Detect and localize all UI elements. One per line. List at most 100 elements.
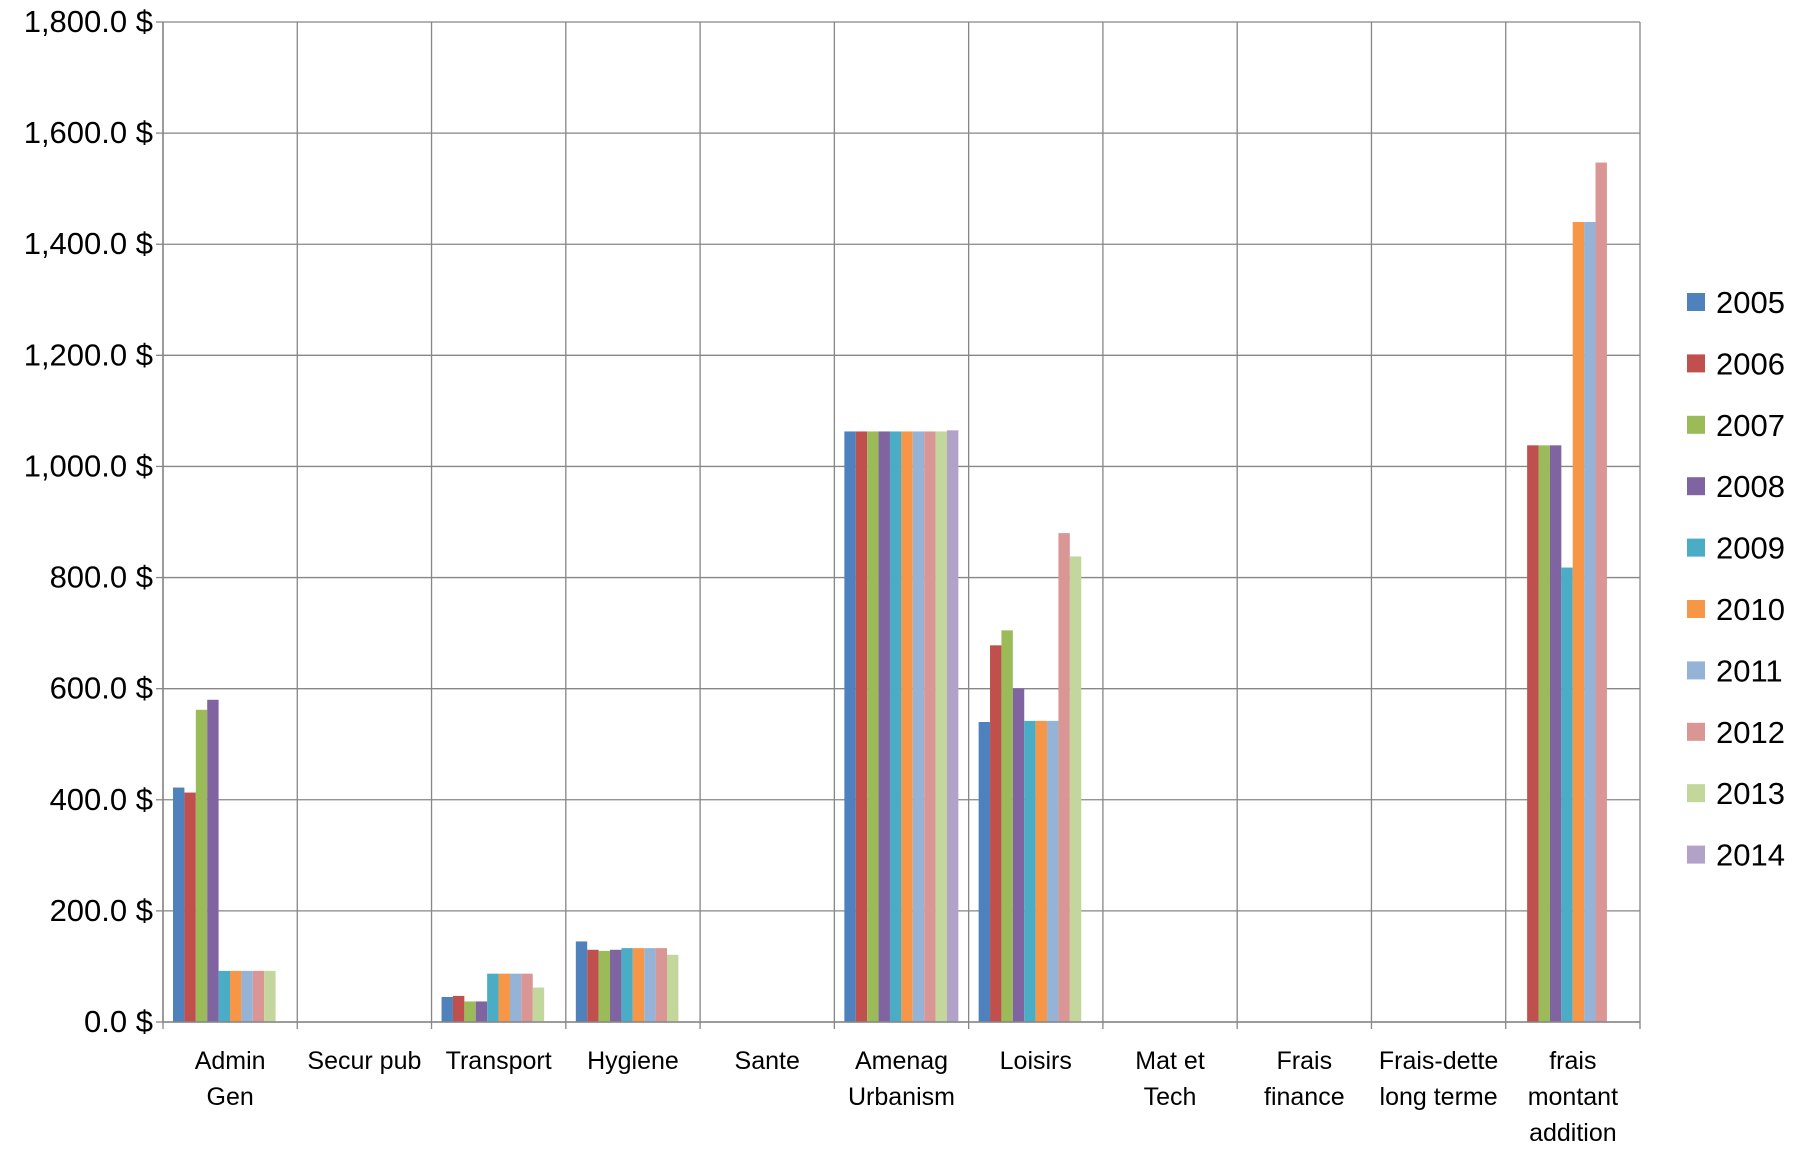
bar-2008 xyxy=(610,949,622,1022)
legend-swatch xyxy=(1687,477,1705,496)
legend-label: 2008 xyxy=(1716,469,1785,504)
bar-2014 xyxy=(946,430,959,1022)
bar-2005 xyxy=(575,941,588,1022)
bar-2005 xyxy=(441,997,453,1022)
legend-label: 2007 xyxy=(1716,408,1785,443)
x-tick-label: montant xyxy=(1528,1083,1618,1111)
bar-2012 xyxy=(521,973,533,1022)
legend-swatch xyxy=(1687,415,1705,434)
legend-swatch xyxy=(1687,784,1705,803)
bar-2005 xyxy=(844,431,856,1022)
y-axis-ticks: 0.0 $ 200.0 $ 400.0 $ 600.0 $ 800.0 $ 1,000.0… xyxy=(24,4,153,1039)
y-tick-label: 1,000.0 $ xyxy=(24,448,153,483)
bar-2008 xyxy=(878,431,890,1022)
legend-swatch xyxy=(1687,293,1705,311)
legend-label: 2009 xyxy=(1716,531,1785,566)
y-tick-label: 200.0 $ xyxy=(50,893,153,928)
bar-2011 xyxy=(241,970,253,1022)
bar-2008 xyxy=(475,1001,488,1022)
x-tick-label: Loisirs xyxy=(1000,1047,1072,1075)
bar-2007 xyxy=(598,950,611,1022)
x-tick-label: Hygiene xyxy=(587,1047,679,1075)
bar-2013 xyxy=(1069,556,1082,1022)
legend-label: 2011 xyxy=(1716,653,1783,688)
x-tick-label: Admin xyxy=(195,1047,266,1075)
legend-label: 2005 xyxy=(1716,285,1785,320)
x-tick-label: Secur pub xyxy=(307,1047,421,1075)
x-tick-label: Tech xyxy=(1144,1083,1197,1111)
bar-2006 xyxy=(184,792,196,1022)
legend: 2005 2006 2007 2008 2009 2010 2011 2012 2013 2014 xyxy=(1687,285,1785,873)
bar-2007 xyxy=(195,709,208,1022)
bar-2009 xyxy=(889,431,902,1022)
bar-2006 xyxy=(990,645,1002,1022)
x-tick-label: finance xyxy=(1264,1083,1345,1111)
bar-2013 xyxy=(264,970,276,1022)
x-tick-label: frais xyxy=(1549,1047,1596,1075)
axis-layer xyxy=(156,21,1641,1029)
y-tick-label: 800.0 $ xyxy=(50,560,153,595)
x-tick-label: Amenag xyxy=(855,1047,948,1075)
bar-2012 xyxy=(1058,533,1070,1022)
y-tick-label: 400.0 $ xyxy=(50,782,153,817)
bar-2007 xyxy=(1001,630,1013,1022)
legend-swatch xyxy=(1687,600,1705,618)
x-tick-label: Frais-dette xyxy=(1379,1047,1498,1075)
x-tick-label: addition xyxy=(1529,1119,1617,1147)
bar-2011 xyxy=(644,948,656,1022)
bar-2007 xyxy=(867,431,879,1022)
y-tick-label: 1,200.0 $ xyxy=(24,337,153,372)
legend-label: 2010 xyxy=(1716,592,1785,627)
bar-2010 xyxy=(1572,222,1585,1022)
bar-2010 xyxy=(901,431,913,1022)
bar-2009 xyxy=(487,973,499,1022)
bar-2008 xyxy=(1549,445,1562,1022)
bar-2012 xyxy=(1595,162,1607,1023)
x-tick-label: Mat et xyxy=(1135,1047,1205,1075)
y-tick-label: 1,600.0 $ xyxy=(24,115,153,150)
legend-swatch xyxy=(1687,538,1705,557)
bar-2006 xyxy=(855,431,868,1022)
bar-2009 xyxy=(621,948,633,1022)
bar-2007 xyxy=(1538,445,1550,1022)
x-tick-label: Sante xyxy=(735,1047,800,1075)
bar-2009 xyxy=(1561,567,1573,1022)
bar-2012 xyxy=(924,431,936,1022)
y-tick-label: 1,800.0 $ xyxy=(24,4,153,39)
bar-2009 xyxy=(1024,720,1036,1022)
bar-2011 xyxy=(912,431,925,1022)
bar-2010 xyxy=(1035,720,1048,1022)
bar-2005 xyxy=(978,722,991,1022)
bar-2010 xyxy=(632,948,645,1022)
bar-2013 xyxy=(667,954,679,1022)
bar-2013 xyxy=(935,431,947,1022)
bar-2005 xyxy=(173,787,185,1022)
x-tick-label: Gen xyxy=(207,1083,254,1111)
bar-2008 xyxy=(1012,688,1025,1022)
legend-label: 2013 xyxy=(1716,776,1785,811)
bars-layer xyxy=(173,162,1607,1023)
x-tick-label: long terme xyxy=(1380,1083,1498,1111)
bar-2010 xyxy=(230,970,242,1022)
x-tick-label: Transport xyxy=(446,1047,552,1075)
legend-swatch xyxy=(1687,845,1705,864)
legend-swatch xyxy=(1687,354,1705,373)
legend-swatch xyxy=(1687,722,1705,741)
bar-2011 xyxy=(509,973,522,1022)
y-tick-label: 1,400.0 $ xyxy=(24,226,153,261)
bar-2006 xyxy=(1527,445,1539,1022)
bar-2011 xyxy=(1584,222,1596,1022)
bar-2013 xyxy=(532,987,545,1022)
bar-2011 xyxy=(1047,720,1059,1022)
x-tick-label: Frais xyxy=(1277,1047,1333,1075)
bar-2008 xyxy=(207,699,219,1022)
y-tick-label: 600.0 $ xyxy=(50,671,153,706)
legend-label: 2014 xyxy=(1716,838,1785,873)
legend-label: 2012 xyxy=(1716,715,1785,750)
bar-2012 xyxy=(252,970,265,1022)
bar-2006 xyxy=(587,949,599,1022)
x-tick-label: Urbanism xyxy=(848,1083,955,1111)
legend-label: 2006 xyxy=(1716,346,1785,381)
